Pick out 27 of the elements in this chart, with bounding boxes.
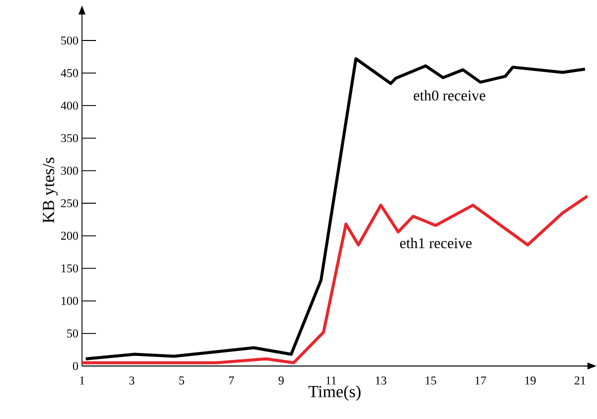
- y-tick-label: 500: [61, 36, 78, 45]
- y-tick-label: 200: [61, 232, 78, 240]
- series-label: eth1 receive: [400, 238, 472, 248]
- series-label: eth0 receive: [414, 90, 486, 101]
- y-tick-label: 0: [72, 362, 78, 370]
- y-tick-label: 250: [61, 199, 78, 208]
- x-tick-label: 17: [475, 376, 486, 384]
- y-tick-label: 350: [61, 134, 78, 142]
- x-axis-title: Time(s): [308, 385, 361, 401]
- x-tick-label: 19: [525, 376, 536, 385]
- y-tick-label: 150: [62, 264, 78, 272]
- y-tick-label: 300: [61, 166, 78, 175]
- x-tick-label: 5: [179, 376, 184, 384]
- y-tick-label: 400: [60, 102, 78, 110]
- x-tick-label: 3: [129, 376, 134, 385]
- x-tick-label: 7: [229, 376, 234, 384]
- x-tick-label: 11: [326, 376, 336, 384]
- y-tick-label: 450: [60, 69, 78, 78]
- y-axis-title: KB ytes/s: [42, 158, 58, 223]
- x-tick-label: 21: [574, 376, 586, 384]
- x-tick-label: 13: [376, 376, 386, 385]
- x-tick-label: 15: [426, 376, 436, 385]
- x-tick-label: 9: [278, 376, 284, 385]
- y-tick-label: 50: [67, 329, 78, 338]
- line-series: [84, 57, 586, 360]
- y-tick-label: 100: [62, 296, 78, 305]
- x-tick-label: 1: [80, 376, 84, 384]
